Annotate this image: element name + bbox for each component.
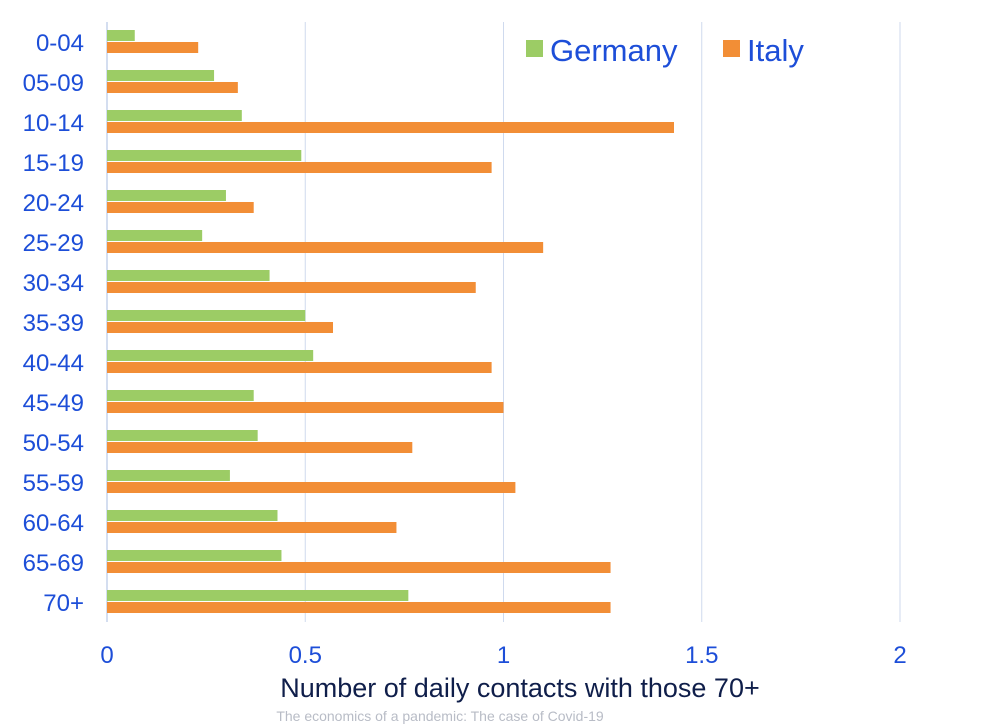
y-tick-label: 20-24 (23, 190, 84, 217)
bar-germany (107, 70, 215, 81)
bar-italy (107, 242, 544, 253)
bar-germany (107, 150, 302, 161)
bar-italy (107, 522, 397, 533)
bar-italy (107, 162, 492, 173)
x-tick-label: 1.5 (685, 642, 718, 669)
y-tick-label: 10-14 (23, 110, 84, 137)
bar-germany (107, 590, 409, 601)
y-tick-label: 55-59 (23, 470, 84, 497)
y-tick-label: 30-34 (23, 270, 84, 297)
legend-swatch-italy (723, 40, 740, 57)
legend-label-germany: Germany (550, 33, 678, 68)
x-tick-label: 0 (100, 642, 113, 669)
legend-swatch-germany (526, 40, 543, 57)
bar-italy (107, 482, 516, 493)
bar-germany (107, 230, 203, 241)
bar-italy (107, 402, 504, 413)
x-tick-label: 2 (893, 642, 906, 669)
y-tick-label: 40-44 (23, 350, 84, 377)
bar-italy (107, 282, 476, 293)
source-caption: The economics of a pandemic: The case of… (276, 708, 604, 724)
bar-germany (107, 190, 226, 201)
y-tick-label: 05-09 (23, 70, 84, 97)
bar-germany (107, 350, 314, 361)
y-tick-label: 15-19 (23, 150, 84, 177)
legend-label-italy: Italy (747, 33, 804, 68)
y-tick-label: 25-29 (23, 230, 84, 257)
bar-germany (107, 510, 278, 521)
bar-germany (107, 30, 135, 41)
bar-germany (107, 270, 270, 281)
bar-italy (107, 442, 413, 453)
y-tick-label: 70+ (43, 590, 84, 617)
bar-germany (107, 390, 254, 401)
y-tick-label: 35-39 (23, 310, 84, 337)
y-tick-label: 45-49 (23, 390, 84, 417)
bar-italy (107, 82, 238, 93)
x-axis-title: Number of daily contacts with those 70+ (280, 673, 760, 703)
bar-italy (107, 322, 334, 333)
bar-italy (107, 602, 611, 613)
y-tick-label: 50-54 (23, 430, 84, 457)
bar-italy (107, 562, 611, 573)
x-tick-label: 1 (497, 642, 510, 669)
bar-italy (107, 42, 199, 53)
y-tick-label: 60-64 (23, 510, 84, 537)
y-tick-label: 0-04 (36, 30, 84, 57)
bar-italy (107, 202, 254, 213)
bar-germany (107, 310, 306, 321)
bar-germany (107, 110, 242, 121)
bar-italy (107, 362, 492, 373)
bar-italy (107, 122, 674, 133)
y-tick-label: 65-69 (23, 550, 84, 577)
bar-germany (107, 430, 258, 441)
x-tick-label: 0.5 (289, 642, 322, 669)
bar-germany (107, 550, 282, 561)
bar-germany (107, 470, 230, 481)
